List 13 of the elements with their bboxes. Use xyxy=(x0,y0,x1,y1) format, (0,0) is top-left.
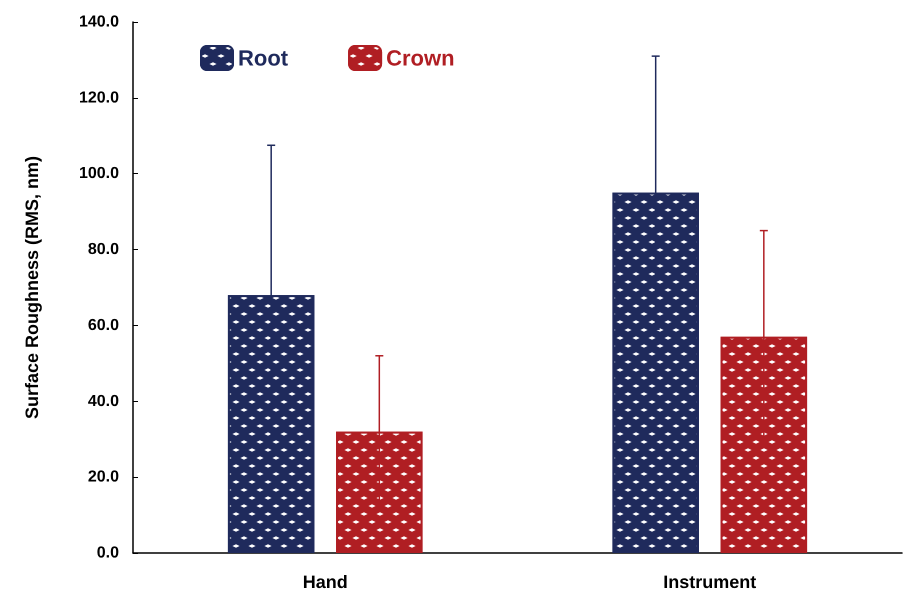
legend-label: Root xyxy=(238,46,289,70)
y-tick-label: 140.0 xyxy=(78,14,120,30)
x-tick-label: Hand xyxy=(302,572,348,592)
legend-label: Crown xyxy=(386,46,455,70)
y-tick-label: 120.0 xyxy=(78,89,120,106)
x-tick-label: Instrument xyxy=(663,572,756,592)
y-tick-label: 40.0 xyxy=(88,392,120,410)
y-tick-label: 20.0 xyxy=(88,468,120,486)
y-tick-label: 80.0 xyxy=(88,241,120,258)
y-axis-title: Surface Roughness (RMS, nm) xyxy=(22,156,42,420)
y-tick-label: 0.0 xyxy=(96,544,120,562)
y-tick-label: 100.0 xyxy=(78,165,120,182)
y-tick-label: 60.0 xyxy=(88,316,120,334)
